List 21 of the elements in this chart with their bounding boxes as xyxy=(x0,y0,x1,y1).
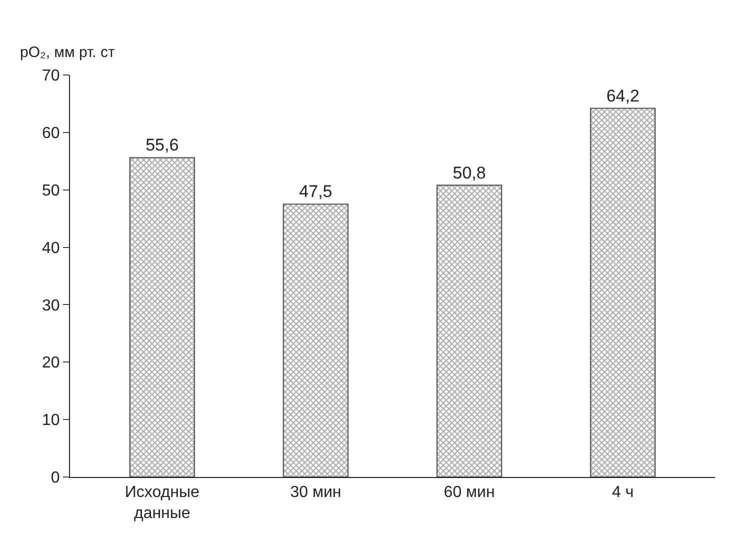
y-axis-title: pO₂, мм рт. ст xyxy=(20,44,116,61)
bar xyxy=(282,204,349,477)
y-tick-label: 60 xyxy=(42,125,60,142)
y-tick-label: 70 xyxy=(42,68,60,85)
data-label: 50,8 xyxy=(452,163,486,182)
y-tick-label: 0 xyxy=(50,470,60,487)
x-tick-label: 30 мин xyxy=(290,484,342,502)
x-tick-label: Исходные данные xyxy=(124,484,200,522)
y-tick-label: 50 xyxy=(42,182,60,200)
bar xyxy=(590,108,656,477)
data-label: 55,6 xyxy=(146,136,179,155)
x-tick-label: 60 мин xyxy=(444,484,495,502)
data-label: 47,5 xyxy=(299,182,332,202)
y-tick-label: 40 xyxy=(42,240,60,257)
y-tick-label: 30 xyxy=(42,297,60,314)
y-tick-label: 10 xyxy=(42,412,60,430)
y-tick-label: 20 xyxy=(42,354,60,372)
data-label: 64,2 xyxy=(606,86,640,106)
x-tick-label: 4 ч xyxy=(612,484,634,502)
bar xyxy=(129,157,195,477)
bar xyxy=(436,184,502,477)
